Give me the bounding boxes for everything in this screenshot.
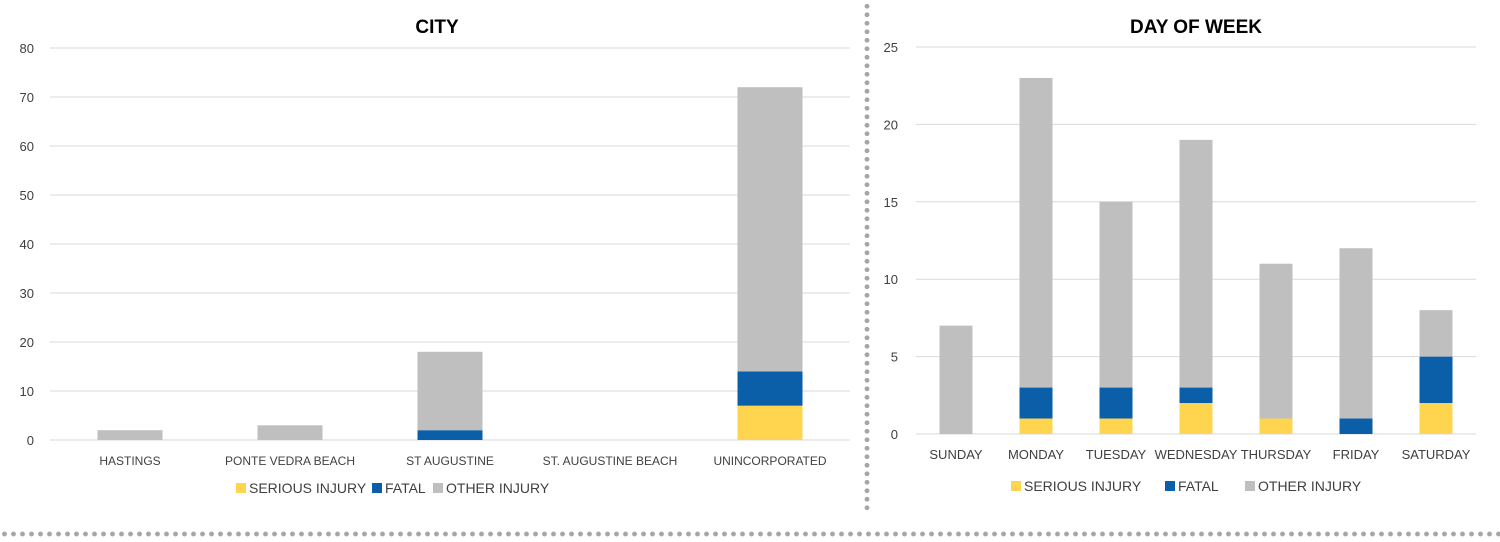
dow-legend-label: SERIOUS INJURY: [1024, 478, 1142, 494]
day-of-week-chart-title: DAY OF WEEK: [1130, 17, 1262, 38]
city-x-tick-label: ST AUGUSTINE: [406, 454, 494, 468]
dow-bar-fatal: [1019, 387, 1053, 419]
dow-x-tick-label: SATURDAY: [1402, 447, 1471, 462]
city-x-tick-label: PONTE VEDRA BEACH: [225, 454, 355, 468]
city-bar-fatal: [417, 430, 483, 440]
city-legend-label: SERIOUS INJURY: [249, 480, 367, 496]
city-y-tick-label: 60: [20, 139, 34, 154]
dow-y-tick-label: 20: [884, 117, 898, 132]
dow-bar-other-injury: [1339, 248, 1373, 419]
city-bar-other-injury: [417, 351, 483, 431]
horizontal-dotted-separator: [0, 530, 1500, 538]
dow-x-tick-label: FRIDAY: [1333, 447, 1380, 462]
dow-y-tick-label: 15: [884, 195, 898, 210]
dow-legend-swatch: [1165, 481, 1175, 491]
city-legend-label: OTHER INJURY: [446, 480, 550, 496]
dow-bar-serious-injury: [1099, 418, 1133, 434]
day-of-week-chart-panel: DAY OF WEEK 0 5 10 15 20 25 SUNDAY MONDAY TUESDA…: [870, 0, 1500, 520]
city-legend-swatch: [236, 483, 246, 493]
city-chart-panel: CITY 0 10 20 30 40 50 60 70 80 HASTINGS PONTE VEDR…: [20, 17, 850, 496]
dow-x-tick-label: TUESDAY: [1086, 447, 1147, 462]
dow-legend-swatch: [1011, 481, 1021, 491]
dow-bar-serious-injury: [1019, 418, 1053, 434]
dow-bar-other-injury: [939, 325, 973, 434]
city-y-tick-label: 20: [20, 335, 34, 350]
dow-bar-other-injury: [1259, 263, 1293, 419]
dow-y-tick-label: 25: [884, 40, 898, 55]
city-x-tick-label: ST. AUGUSTINE BEACH: [543, 454, 678, 468]
city-x-tick-label: UNINCORPORATED: [713, 454, 826, 468]
dow-bar-other-injury: [1179, 139, 1213, 388]
dow-x-tick-label: SUNDAY: [929, 447, 983, 462]
dow-y-tick-label: 0: [891, 427, 898, 442]
dow-bar-other-injury: [1099, 201, 1133, 388]
city-y-tick-label: 50: [20, 188, 34, 203]
city-y-tick-label: 30: [20, 286, 34, 301]
dow-x-tick-label: WEDNESDAY: [1155, 447, 1238, 462]
dow-bar-serious-injury: [1179, 403, 1213, 434]
dow-bar-serious-injury: [1259, 418, 1293, 434]
dow-bar-fatal: [1339, 418, 1373, 434]
city-bar-other-injury: [257, 425, 323, 440]
city-bar-fatal: [737, 371, 803, 406]
dow-bar-fatal: [1099, 387, 1133, 419]
dow-y-tick-label: 10: [884, 272, 898, 287]
vertical-dotted-separator: [864, 2, 870, 510]
city-y-tick-label: 10: [20, 384, 34, 399]
dow-bar-other-injury: [1019, 77, 1053, 388]
dow-bar-other-injury: [1419, 310, 1453, 357]
dow-legend-label: OTHER INJURY: [1258, 478, 1362, 494]
city-chart-title: CITY: [415, 17, 459, 38]
city-y-tick-label: 0: [27, 433, 34, 448]
city-y-tick-label: 70: [20, 90, 34, 105]
city-legend-label: FATAL: [385, 480, 426, 496]
city-legend-swatch: [372, 483, 382, 493]
day-of-week-chart: DAY OF WEEK 0 5 10 15 20 25 SUNDAY MONDAY TUESDA…: [884, 17, 1476, 494]
dow-x-tick-label: THURSDAY: [1241, 447, 1312, 462]
dow-bar-fatal: [1179, 387, 1213, 404]
dow-legend-swatch: [1245, 481, 1255, 491]
city-y-tick-label: 80: [20, 41, 34, 56]
dow-bar-fatal: [1419, 356, 1453, 404]
city-chart: CITY 0 10 20 30 40 50 60 70 80 HASTINGS PONTE VEDR…: [20, 17, 850, 496]
dow-x-tick-label: MONDAY: [1008, 447, 1064, 462]
city-bar-other-injury: [97, 430, 163, 440]
city-bar-serious-injury: [737, 405, 803, 440]
city-bar-other-injury: [737, 87, 803, 372]
dow-y-tick-label: 5: [891, 350, 898, 365]
city-legend-swatch: [433, 483, 443, 493]
city-x-tick-label: HASTINGS: [99, 454, 160, 468]
city-y-tick-label: 40: [20, 237, 34, 252]
dow-legend-label: FATAL: [1178, 478, 1219, 494]
dow-bar-serious-injury: [1419, 403, 1453, 434]
